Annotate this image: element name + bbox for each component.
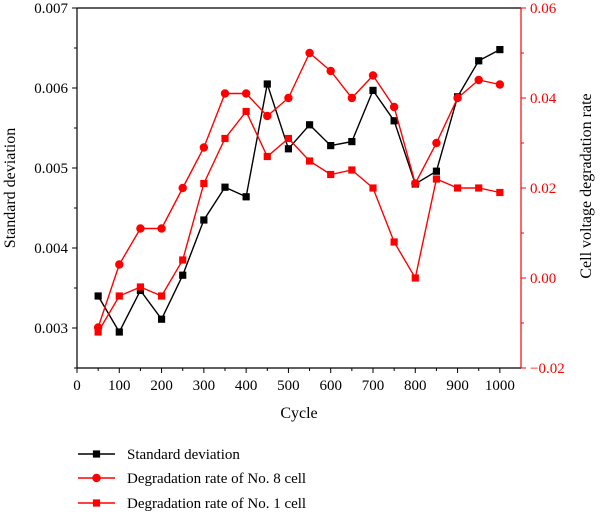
x-tick-label: 100 bbox=[108, 378, 131, 394]
data-point-no8-cell bbox=[495, 80, 505, 89]
y-right-tick-label: 0.06 bbox=[530, 1, 557, 17]
legend-label-standard-deviation: Standard deviation bbox=[127, 447, 240, 463]
data-point-no1-cell bbox=[305, 157, 314, 165]
data-point-no8-cell bbox=[411, 179, 420, 188]
y-left-axis-title: Standard deviation bbox=[2, 128, 19, 248]
data-point-standard-deviation bbox=[369, 86, 377, 94]
y-left-tick-label: 0.003 bbox=[34, 321, 68, 337]
data-point-standard-deviation bbox=[115, 328, 123, 336]
data-point-standard-deviation bbox=[305, 121, 314, 129]
data-point-no8-cell bbox=[347, 93, 357, 103]
data-point-no1-cell bbox=[221, 134, 229, 143]
data-point-no1-cell bbox=[200, 179, 208, 188]
data-point-no1-cell bbox=[369, 184, 377, 192]
x-tick-label: 800 bbox=[404, 378, 427, 394]
data-point-standard-deviation bbox=[496, 46, 504, 54]
x-tick-label: 200 bbox=[150, 378, 173, 394]
data-point-no1-cell bbox=[453, 184, 462, 192]
legend-marker-no8-cell bbox=[92, 473, 101, 483]
y-left-tick-label: 0.007 bbox=[34, 1, 68, 17]
x-tick-label: 300 bbox=[193, 378, 216, 394]
data-point-standard-deviation bbox=[221, 183, 229, 191]
y-right-tick-label: −0.02 bbox=[530, 361, 565, 377]
data-point-no1-cell bbox=[496, 188, 504, 197]
series-line-standard-deviation bbox=[97, 48, 501, 334]
series-layer bbox=[93, 46, 505, 336]
data-point-standard-deviation bbox=[179, 271, 187, 279]
data-point-standard-deviation bbox=[390, 117, 398, 125]
data-point-standard-deviation bbox=[432, 167, 441, 175]
data-point-no8-cell bbox=[136, 224, 145, 233]
legend-item-no1-cell: Degradation rate of No. 1 cell bbox=[78, 496, 306, 512]
data-point-no1-cell bbox=[432, 175, 441, 183]
data-point-no8-cell bbox=[263, 111, 272, 121]
data-point-no8-cell bbox=[368, 71, 378, 80]
y-right-tick-label: 0.00 bbox=[530, 271, 556, 287]
data-point-standard-deviation bbox=[327, 142, 335, 150]
axes: 0 100 200 300 400 500 600 700 800 900 1000 0.003 0.0… bbox=[34, 1, 564, 394]
data-point-no1-cell bbox=[115, 292, 123, 300]
data-point-standard-deviation bbox=[348, 138, 356, 146]
data-point-no8-cell bbox=[305, 48, 314, 58]
x-axis-title: Cycle bbox=[280, 405, 317, 422]
data-point-no1-cell bbox=[390, 238, 398, 246]
x-tick-label: 1000 bbox=[485, 378, 515, 394]
data-point-no8-cell bbox=[432, 138, 441, 148]
data-point-no8-cell bbox=[220, 89, 230, 98]
x-tick-label: 0 bbox=[73, 378, 81, 394]
legend-label-no1-cell: Degradation rate of No. 1 cell bbox=[127, 496, 306, 512]
legend-item-standard-deviation: Standard deviation bbox=[78, 447, 240, 463]
data-point-no1-cell bbox=[263, 152, 271, 161]
data-point-no1-cell bbox=[327, 170, 335, 179]
data-point-no1-cell bbox=[157, 292, 166, 300]
data-point-no1-cell bbox=[411, 274, 419, 282]
x-tick-label: 600 bbox=[319, 378, 342, 394]
y-right-tick-label: 0.04 bbox=[530, 91, 557, 107]
data-point-no1-cell bbox=[475, 184, 483, 192]
y-left-tick-label: 0.005 bbox=[34, 161, 68, 177]
series-line-no8-cell bbox=[97, 51, 501, 328]
data-point-no1-cell bbox=[94, 328, 102, 336]
series-line-no1-cell bbox=[97, 110, 501, 333]
data-point-no8-cell bbox=[157, 224, 166, 233]
data-point-no1-cell bbox=[136, 283, 145, 291]
data-point-no1-cell bbox=[348, 166, 356, 174]
legend-label-no8-cell: Degradation rate of No. 8 cell bbox=[127, 471, 306, 487]
y-right-axis-title: Cell voltage degradation rate bbox=[578, 93, 595, 278]
y-right-tick-label: 0.02 bbox=[530, 181, 556, 197]
data-point-no1-cell bbox=[179, 256, 187, 264]
data-point-no8-cell bbox=[241, 89, 251, 98]
data-point-no1-cell bbox=[242, 107, 250, 116]
legend-item-no8-cell: Degradation rate of No. 8 cell bbox=[78, 471, 306, 487]
x-tick-label: 500 bbox=[277, 378, 300, 394]
legend: Standard deviation Degradation rate of N… bbox=[78, 447, 306, 512]
data-point-no8-cell bbox=[115, 260, 124, 269]
data-point-standard-deviation bbox=[263, 80, 271, 88]
data-point-standard-deviation bbox=[94, 292, 102, 300]
data-point-standard-deviation bbox=[284, 145, 293, 153]
data-point-no8-cell bbox=[326, 66, 335, 76]
data-point-standard-deviation bbox=[157, 315, 166, 323]
data-point-no8-cell bbox=[474, 75, 483, 85]
data-point-no8-cell bbox=[178, 183, 187, 193]
y-left-tick-label: 0.004 bbox=[34, 241, 68, 257]
legend-marker-no1-cell bbox=[92, 499, 101, 507]
data-point-standard-deviation bbox=[200, 216, 208, 224]
data-point-no8-cell bbox=[284, 93, 293, 103]
y-left-tick-label: 0.006 bbox=[34, 81, 68, 97]
data-point-no1-cell bbox=[284, 134, 293, 143]
data-point-standard-deviation bbox=[242, 193, 250, 201]
x-tick-label: 900 bbox=[446, 378, 469, 394]
data-point-no8-cell bbox=[199, 143, 209, 152]
data-point-standard-deviation bbox=[475, 57, 483, 65]
legend-marker-standard-deviation bbox=[92, 450, 101, 458]
x-tick-label: 400 bbox=[235, 378, 258, 394]
data-point-no8-cell bbox=[389, 102, 399, 112]
x-tick-label: 700 bbox=[362, 378, 385, 394]
data-point-no8-cell bbox=[453, 93, 462, 103]
